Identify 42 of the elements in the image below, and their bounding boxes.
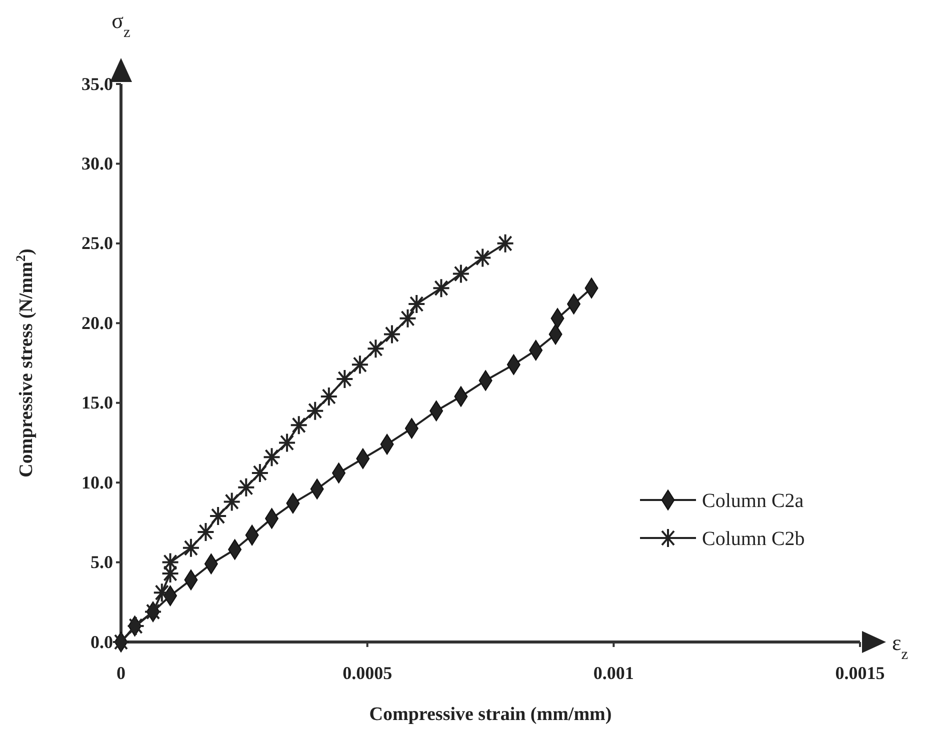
point <box>320 386 338 406</box>
point <box>382 324 401 344</box>
y-tick-label: 30.0 <box>82 153 113 174</box>
point <box>161 552 180 572</box>
point <box>452 264 470 284</box>
y-tick-label: 0.0 <box>90 632 113 652</box>
y-tick-label: 25.0 <box>82 233 113 254</box>
point <box>152 582 171 603</box>
point <box>496 233 514 254</box>
y-tick-label: 15.0 <box>82 392 113 413</box>
point <box>222 492 241 512</box>
point <box>161 563 180 584</box>
point <box>182 538 200 558</box>
y-tick-label: 35.0 <box>82 74 113 94</box>
point <box>408 294 426 314</box>
x-axis-title: Compressive strain (mm/mm) <box>369 704 612 725</box>
x-tick-label: 0.0005 <box>342 662 392 683</box>
point <box>474 248 492 268</box>
point <box>209 506 228 526</box>
legend-label: Column C2b <box>702 528 805 550</box>
x-tick-label: 0.0015 <box>835 662 885 683</box>
y-tick-label: 20.0 <box>82 312 113 333</box>
point <box>196 522 215 542</box>
legend-label: Column C2a <box>702 490 804 512</box>
text: ε$_{z}$ <box>892 630 908 662</box>
point <box>290 415 308 436</box>
point <box>432 278 450 298</box>
point <box>250 463 269 484</box>
point <box>336 368 354 389</box>
y-tick-label: 10.0 <box>82 472 113 492</box>
point <box>398 308 417 328</box>
point <box>262 447 281 468</box>
point <box>278 432 296 453</box>
y-tick-label: 5.0 <box>90 552 113 572</box>
text: σ$_{z}$ <box>112 8 131 40</box>
point <box>350 354 369 375</box>
point <box>126 616 145 636</box>
x-tick-label: 0.001 <box>593 662 634 683</box>
point <box>306 400 324 421</box>
point <box>237 477 256 498</box>
point <box>366 338 385 359</box>
x-tick-label: 0 <box>116 662 126 683</box>
